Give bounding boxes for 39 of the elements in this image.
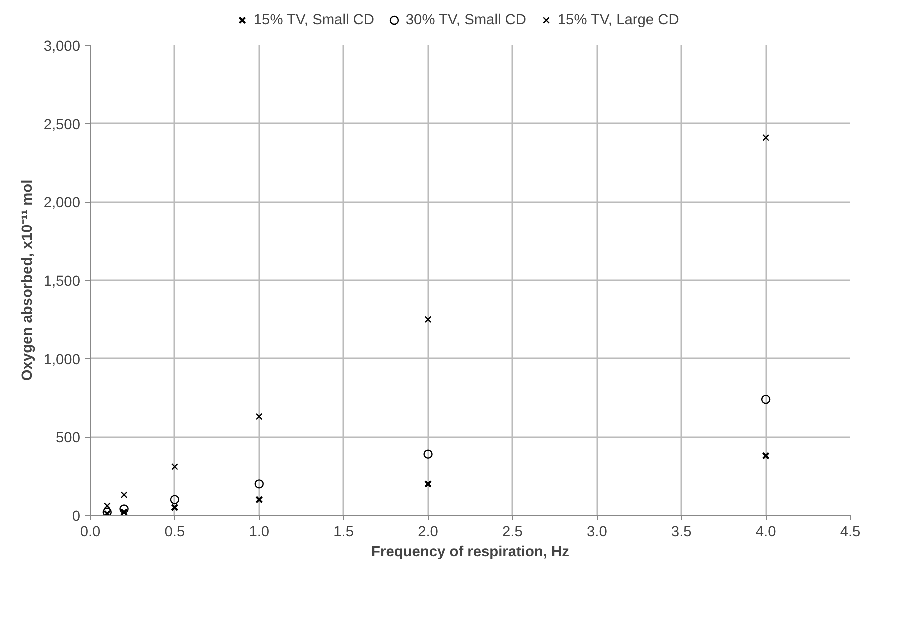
point — [424, 480, 432, 488]
point — [102, 508, 112, 516]
point — [424, 316, 432, 324]
point — [171, 504, 179, 512]
x-tick-label: 3.0 — [586, 524, 608, 540]
x-tick-label: 2.0 — [418, 524, 438, 540]
point — [761, 394, 771, 404]
x-axis-title: Frequency of respiration, Hz — [372, 544, 570, 560]
x-tick-label: 1.5 — [334, 524, 354, 540]
point — [172, 464, 178, 470]
point — [120, 504, 129, 514]
x-tick-label: 0.5 — [164, 524, 186, 540]
legend-label: 15% TV, Small CD — [254, 12, 374, 28]
y-tick-label: 2,500 — [44, 117, 81, 134]
y-tick-label: 500 — [56, 430, 81, 447]
x-tick-label: 3.5 — [671, 524, 692, 540]
legend-label: 15% TV, Large CD — [558, 12, 680, 28]
y-tick-label: 1,500 — [44, 274, 81, 290]
point — [424, 450, 433, 459]
x-tick-label: 2.5 — [502, 524, 523, 540]
point — [120, 492, 128, 499]
point — [762, 134, 770, 142]
x-tick-label: 4.0 — [756, 524, 776, 540]
y-tick-label: 2,000 — [44, 196, 81, 212]
x-tick-label: 0.0 — [80, 524, 101, 540]
y-tick-label: 1,000 — [44, 352, 81, 368]
point — [104, 502, 111, 510]
x-tick-label: 1.0 — [249, 524, 270, 540]
point — [170, 495, 180, 504]
y-tick-label: 3,000 — [44, 39, 81, 55]
point — [254, 480, 264, 489]
legend-label: 30% TV, Small CD — [406, 12, 526, 28]
point — [120, 508, 128, 516]
y-tick-label: 0 — [72, 509, 81, 525]
x-tick-label: 4.5 — [840, 524, 861, 540]
y-axis-title: Oxygen absorbed, x10⁻¹¹ mol — [20, 180, 36, 382]
point — [762, 452, 770, 460]
point — [256, 413, 263, 420]
point — [256, 496, 264, 504]
